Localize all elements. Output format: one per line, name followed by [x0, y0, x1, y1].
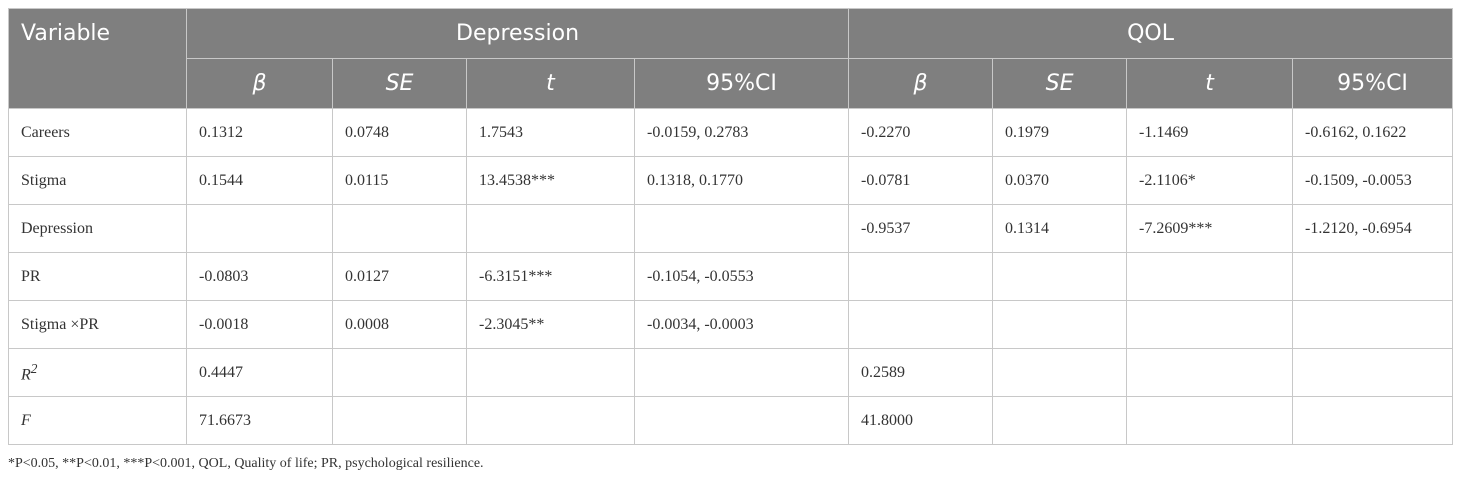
table-cell: 0.1979: [992, 108, 1128, 157]
table-row: F 71.6673 41.8000: [8, 396, 1454, 445]
header-cell: Depression: [185, 8, 850, 59]
header-row: β SE t 95%CI β SE t 95%CI: [9, 58, 1454, 109]
table-cell: 0.0748: [332, 108, 467, 157]
table-row: R2 0.4447 0.2589: [8, 348, 1454, 397]
empty-cell: [466, 204, 635, 253]
row-label: Stigma: [8, 156, 187, 205]
empty-cell: [1126, 300, 1294, 349]
header-cell: QOL: [848, 8, 1454, 59]
empty-cell: [1292, 300, 1454, 349]
table-cell: 0.1314: [992, 204, 1128, 253]
empty-cell: [848, 252, 994, 301]
row-label: Stigma ×PR: [8, 300, 187, 349]
table-cell: 1.7543: [466, 108, 635, 157]
table-cell: -0.1509, -0.0053: [1292, 156, 1454, 205]
table-cell: -7.2609***: [1126, 204, 1294, 253]
header-cell: 95%CI: [1292, 58, 1454, 109]
table-cell: 0.1318, 0.1770: [633, 156, 850, 205]
empty-cell: [1292, 348, 1454, 397]
table-cell: 0.0370: [992, 156, 1128, 205]
empty-cell: [992, 300, 1128, 349]
table-cell: -0.0018: [186, 300, 333, 349]
row-label-text: PR: [21, 267, 41, 285]
table-cell: -1.2120, -0.6954: [1292, 204, 1454, 253]
table-cell: 0.0008: [332, 300, 467, 349]
empty-cell: [633, 348, 850, 397]
row-label-text: Depression: [21, 219, 93, 237]
row-label: PR: [8, 252, 187, 301]
row-label: F: [8, 396, 187, 445]
table-cell: -0.6162, 0.1622: [1292, 108, 1454, 157]
empty-cell: [466, 396, 635, 445]
row-label-text: Stigma ×PR: [21, 315, 99, 333]
table-row: Careers 0.1312 0.0748 1.7543 -0.0159, 0.2783…: [8, 108, 1454, 157]
table-cell: 71.6673: [186, 396, 333, 445]
table-row: Stigma ×PR -0.0018 0.0008 -2.3045** -0.0034,…: [8, 300, 1454, 349]
row-label: Careers: [8, 108, 187, 157]
superscript: 2: [30, 360, 38, 376]
header-cell: t: [1126, 58, 1294, 109]
empty-cell: [992, 252, 1128, 301]
table-cell: 0.0115: [332, 156, 467, 205]
empty-cell: [633, 396, 850, 445]
table-row: Stigma 0.1544 0.0115 13.4538*** 0.1318, 0.17…: [8, 156, 1454, 205]
header-cell: 95%CI: [633, 58, 850, 109]
header-cell: t: [466, 58, 635, 109]
table-cell: -0.0034, -0.0003: [633, 300, 850, 349]
empty-cell: [1126, 252, 1294, 301]
empty-cell: [186, 204, 333, 253]
empty-cell: [1292, 252, 1454, 301]
row-label: Depression: [8, 204, 187, 253]
table-row: PR -0.0803 0.0127 -6.3151*** -0.1054, -0.055…: [8, 252, 1454, 301]
empty-cell: [332, 396, 467, 445]
empty-cell: [332, 204, 467, 253]
table-cell: -1.1469: [1126, 108, 1294, 157]
empty-cell: [1292, 396, 1454, 445]
table-cell: 0.1312: [186, 108, 333, 157]
row-label-text: Careers: [21, 123, 70, 141]
empty-cell: [466, 348, 635, 397]
table-cell: -6.3151***: [466, 252, 635, 301]
header-cell: SE: [332, 58, 467, 109]
table-cell: 41.8000: [848, 396, 994, 445]
table-cell: -0.2270: [848, 108, 994, 157]
table-cell: -2.3045**: [466, 300, 635, 349]
table-row: Depression -0.9537 0.1314 -7.2609*** -1.2120…: [8, 204, 1454, 253]
table-cell: -0.0159, 0.2783: [633, 108, 850, 157]
table-cell: 0.4447: [186, 348, 333, 397]
row-label-text: R: [21, 366, 31, 384]
table-cell: -0.1054, -0.0553: [633, 252, 850, 301]
table-wrap: Variable Depression QOL β SE t 95%CI β SE t 95%…: [8, 8, 1454, 445]
empty-cell: [992, 396, 1128, 445]
table-cell: 13.4538***: [466, 156, 635, 205]
empty-cell: [848, 300, 994, 349]
table-cell: 0.2589: [848, 348, 994, 397]
table-cell: -0.0781: [848, 156, 994, 205]
header-cell: β: [848, 58, 994, 109]
header-cell: Variable: [8, 8, 187, 109]
row-label-text: Stigma: [21, 171, 67, 189]
empty-cell: [332, 348, 467, 397]
table-cell: -0.9537: [848, 204, 994, 253]
header-cell: SE: [992, 58, 1128, 109]
table-cell: -0.0803: [186, 252, 333, 301]
row-label: R2: [8, 348, 187, 397]
footnote: *P<0.05, **P<0.01, ***P<0.001, QOL, Qual…: [8, 456, 484, 471]
header-row: Variable Depression QOL: [8, 8, 1454, 109]
regression-table: Variable Depression QOL β SE t 95%CI β SE t 95%…: [8, 8, 1454, 445]
table-cell: 0.1544: [186, 156, 333, 205]
empty-cell: [992, 348, 1128, 397]
table-cell: -2.1106*: [1126, 156, 1294, 205]
header-cell: β: [186, 58, 333, 109]
empty-cell: [1126, 348, 1294, 397]
empty-cell: [633, 204, 850, 253]
row-label-text: F: [21, 411, 31, 429]
table-cell: 0.0127: [332, 252, 467, 301]
empty-cell: [1126, 396, 1294, 445]
